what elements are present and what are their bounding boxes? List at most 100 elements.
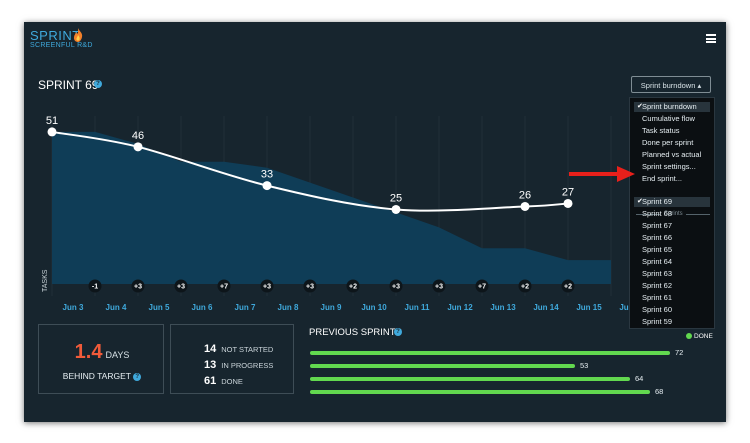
legend-dot [686,333,692,340]
menu-item-end-sprint[interactable]: End sprint... [642,174,683,183]
data-label: 51 [46,115,58,127]
x-tick-label: Jun 5 [149,303,170,312]
menu-item-planned-vs-actual[interactable]: Planned vs actual [642,150,702,159]
help-icon[interactable]: ? [133,372,142,381]
x-tick-label: Jun 8 [278,303,299,312]
menu-item-sprint-69[interactable]: ✔ Sprint 69 [634,197,710,207]
done-label: DONE [221,377,243,386]
change-badge [88,279,102,293]
data-label: 27 [562,186,574,198]
change-badge [346,279,360,293]
sprints-section-label: Sprints [664,211,683,217]
change-label: +7 [478,284,486,291]
x-tick-label: Jun 6 [192,303,213,312]
previous-sprint-value: 72 [675,348,684,357]
x-tick-label: Jun 7 [235,303,256,312]
previous-sprint-value: 64 [635,374,644,383]
not-started-count: 14 [204,343,217,355]
chart-type-menu: ✔ Sprint burndown Cumulative flow Task s… [629,97,715,329]
change-label: -1 [92,284,98,291]
in-progress-row: 13 IN PROGRESS [204,355,273,373]
app-title: SPRINT [30,28,81,43]
data-point [391,204,401,214]
previous-sprint-bar [310,364,575,368]
menu-item-sprint-burndown[interactable]: ✔ Sprint burndown [634,102,710,112]
done-legend: DONE [686,333,713,340]
not-started-label: NOT STARTED [221,345,274,354]
change-badge [389,279,403,293]
change-label: +3 [435,284,443,291]
data-point [133,142,143,152]
data-label: 26 [519,189,531,201]
in-progress-count: 13 [204,359,217,371]
change-label: +2 [349,284,357,291]
not-started-row: 14 NOT STARTED [204,339,273,357]
flame-icon [73,28,83,42]
data-label: 46 [132,130,144,142]
change-label: +3 [392,284,400,291]
days-unit: DAYS [105,350,130,360]
change-badge [174,279,188,293]
data-point [520,201,530,211]
previous-sprint-bar [310,351,670,355]
menu-item-sprint-62[interactable]: Sprint 62 [642,281,673,290]
checkmark-icon: ✔ [637,198,643,205]
x-tick-label: Jun 12 [447,303,473,312]
menu-item-done-per-sprint[interactable]: Done per sprint [642,138,694,147]
previous-sprint-bar [310,390,650,394]
y-axis-label: TASKS [42,269,49,292]
previous-sprints-title: PREVIOUS SPRINTS [309,327,402,338]
menu-item-sprint-61[interactable]: Sprint 61 [642,293,673,302]
menu-item-sprint-67[interactable]: Sprint 67 [642,221,673,230]
days-behind-value: 1.4 [74,341,103,363]
menu-item-cumulative-flow[interactable]: Cumulative flow [642,114,695,123]
help-icon[interactable]: ? [94,80,102,88]
days-behind-card: 1.4 DAYS BEHIND TARGET ? [38,324,164,394]
change-label: +3 [263,284,271,291]
x-tick-label: Jun 9 [321,303,342,312]
change-label: +3 [306,284,314,291]
change-label: +7 [220,284,228,291]
menu-item-sprint-60[interactable]: Sprint 60 [642,305,673,314]
behind-target-label: BEHIND TARGET [62,371,131,381]
data-point [47,127,57,137]
x-tick-label: Jun 4 [106,303,127,312]
done-count: 61 [204,375,217,387]
done-row: 61 DONE [204,371,243,389]
menu-item-task-status[interactable]: Task status [642,126,680,135]
change-badge [432,279,446,293]
red-arrow-icon [569,166,635,182]
change-badge [131,279,145,293]
change-badge [561,279,575,293]
app-window: SPRINT SCREENFUL R&D SPRINT 69 ? Sprint … [24,22,726,422]
menu-item-sprint-64[interactable]: Sprint 64 [642,257,673,266]
data-point [262,181,272,191]
change-label: +3 [177,284,185,291]
help-icon[interactable]: ? [394,328,402,336]
burndown-chart: 51 46 33 25 26 27 -1 +3 +3 +7 +3 +3 +2 +3 +3 +7 +2 +2 Ju… [42,115,645,312]
checkmark-icon: ✔ [637,103,643,110]
x-tick-label: Jun 10 [361,303,387,312]
menu-item-sprint-68[interactable]: Sprint 68 [642,209,673,218]
data-label: 25 [390,192,402,204]
menu-item-sprint-settings[interactable]: Sprint settings... [642,162,696,171]
menu-item-sprint-65[interactable]: Sprint 65 [642,245,673,254]
change-label: +3 [134,284,142,291]
data-label: 33 [261,169,273,181]
change-badge [475,279,489,293]
chart-type-dropdown[interactable]: Sprint burndown ▴ [631,76,711,93]
previous-sprint-bar [310,377,630,381]
change-badge [518,279,532,293]
menu-item-sprint-66[interactable]: Sprint 66 [642,233,673,242]
x-tick-label: Jun 3 [63,303,84,312]
change-badge [217,279,231,293]
change-label: +2 [564,284,572,291]
hamburger-menu-icon[interactable] [706,34,716,43]
data-point [563,198,573,208]
change-badge [260,279,274,293]
menu-item-sprint-63[interactable]: Sprint 63 [642,269,673,278]
menu-item-sprint-59[interactable]: Sprint 59 [642,317,673,326]
previous-sprint-value: 68 [655,387,664,396]
ideal-burndown-area [52,131,611,284]
previous-sprint-value: 53 [580,361,589,370]
